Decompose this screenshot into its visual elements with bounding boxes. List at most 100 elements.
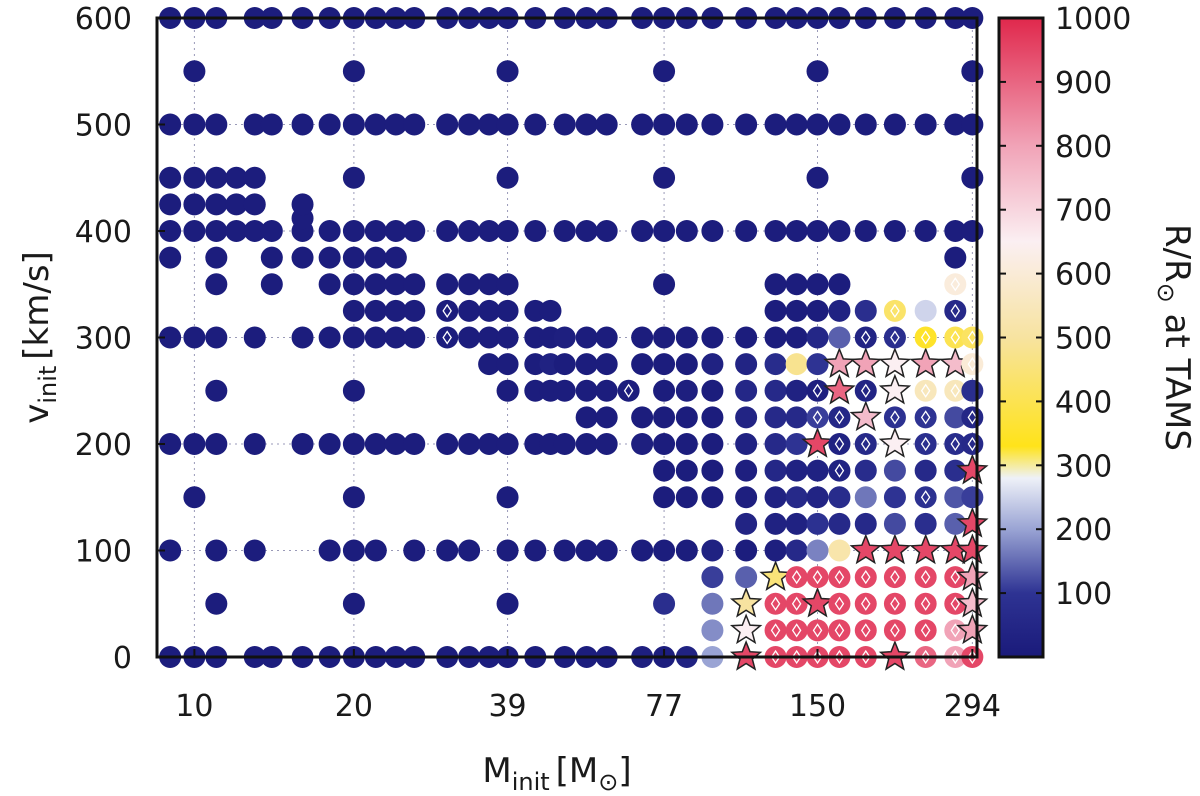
- colorbar-tick-label: 800: [1055, 130, 1112, 165]
- data-point: [828, 220, 851, 242]
- y-tick-label: 200: [75, 428, 132, 463]
- data-point: [364, 246, 387, 269]
- colorbar-ticks: 100 200 300 400 500 600 700 800 900 1000: [999, 2, 1131, 612]
- data-point: [496, 273, 519, 296]
- data-point: [364, 539, 387, 562]
- data-point: [575, 539, 598, 562]
- data-point-diamond: [961, 326, 984, 349]
- data-point-diamond: [854, 326, 877, 349]
- data-point: [384, 113, 407, 136]
- data-point: [496, 379, 519, 402]
- data-point: [764, 433, 787, 455]
- data-point-diamond: [764, 619, 787, 642]
- data-point-diamond: [828, 592, 851, 615]
- colorbar-tick-label: 700: [1055, 194, 1112, 229]
- data-point: [914, 220, 937, 242]
- data-point: [675, 539, 698, 562]
- data-point: [914, 113, 937, 136]
- diamond-marker: [967, 649, 978, 665]
- data-point: [478, 433, 501, 455]
- diamond-marker: [920, 596, 931, 611]
- data-point: [701, 539, 724, 562]
- data-point-star: [729, 613, 763, 645]
- diamond-marker: [860, 569, 871, 585]
- data-point-star: [956, 613, 989, 645]
- data-point: [675, 220, 698, 242]
- data-point-diamond: [436, 299, 459, 322]
- data-point: [764, 113, 787, 136]
- data-point: [496, 486, 519, 509]
- y-tick-label: 300: [75, 322, 132, 357]
- data-point: [205, 379, 228, 402]
- data-point-diamond: [914, 486, 937, 509]
- data-point: [653, 273, 676, 296]
- colorbar-label: R/R⊙ at TAMS: [1152, 224, 1197, 451]
- diamond-marker: [950, 623, 961, 638]
- data-point-diamond: [883, 299, 906, 322]
- data-point: [183, 113, 206, 136]
- data-point: [806, 273, 829, 296]
- data-point: [291, 246, 314, 269]
- data-point: [764, 539, 787, 562]
- data-point: [806, 486, 829, 509]
- data-point-diamond: [883, 566, 906, 589]
- data-point: [653, 486, 676, 509]
- data-point: [735, 353, 758, 376]
- x-axis-label: Minit [M⊙]: [482, 751, 631, 796]
- data-point: [524, 113, 547, 136]
- diamond-marker: [834, 436, 845, 452]
- data-point-diamond: [828, 406, 851, 429]
- diamond-marker: [890, 569, 900, 585]
- data-point: [701, 406, 724, 429]
- diamond-marker: [812, 623, 823, 638]
- diamond-marker: [812, 410, 823, 425]
- data-point: [458, 299, 481, 322]
- data-point-star: [878, 533, 912, 565]
- data-point: [553, 220, 576, 242]
- x-tick-label: 10: [175, 689, 213, 724]
- data-point: [828, 113, 851, 136]
- data-point: [553, 113, 576, 136]
- data-point: [653, 113, 676, 136]
- data-point: [653, 379, 676, 402]
- data-point: [384, 246, 407, 269]
- data-point: [785, 326, 808, 349]
- data-point: [496, 113, 519, 136]
- data-point: [961, 486, 984, 509]
- colorbar-tick-label: 900: [1055, 66, 1112, 101]
- data-point-star: [956, 586, 989, 618]
- y-tick-label: 100: [75, 535, 132, 570]
- data-point-diamond: [854, 433, 877, 455]
- data-point: [159, 433, 182, 455]
- data-point: [631, 539, 654, 562]
- data-point-diamond: [828, 459, 851, 482]
- data-point: [243, 166, 266, 189]
- diamond-marker: [834, 596, 845, 611]
- colorbar: 100 200 300 400 500 600 700 800 900 1000: [997, 2, 1131, 659]
- data-point: [183, 326, 206, 349]
- diamond-marker: [920, 383, 931, 398]
- data-point: [675, 486, 698, 509]
- diamond-marker: [920, 436, 931, 452]
- data-point-star: [823, 373, 856, 405]
- data-point-star: [823, 347, 856, 378]
- data-point: [961, 113, 984, 136]
- data-point: [854, 459, 877, 482]
- data-point-diamond: [854, 379, 877, 402]
- data-point: [764, 273, 787, 296]
- data-point: [854, 220, 877, 242]
- diamond-marker: [791, 569, 802, 585]
- data-point: [764, 406, 787, 429]
- data-point: [883, 459, 906, 482]
- diamond-marker: [967, 356, 978, 372]
- data-point-star: [956, 453, 989, 485]
- data-point: [553, 326, 576, 349]
- data-point: [653, 326, 676, 349]
- data-point: [458, 539, 481, 562]
- data-point: [785, 406, 808, 429]
- data-point: [914, 459, 937, 482]
- data-point: [764, 512, 787, 535]
- data-point: [735, 406, 758, 429]
- data-point-diamond: [785, 592, 808, 615]
